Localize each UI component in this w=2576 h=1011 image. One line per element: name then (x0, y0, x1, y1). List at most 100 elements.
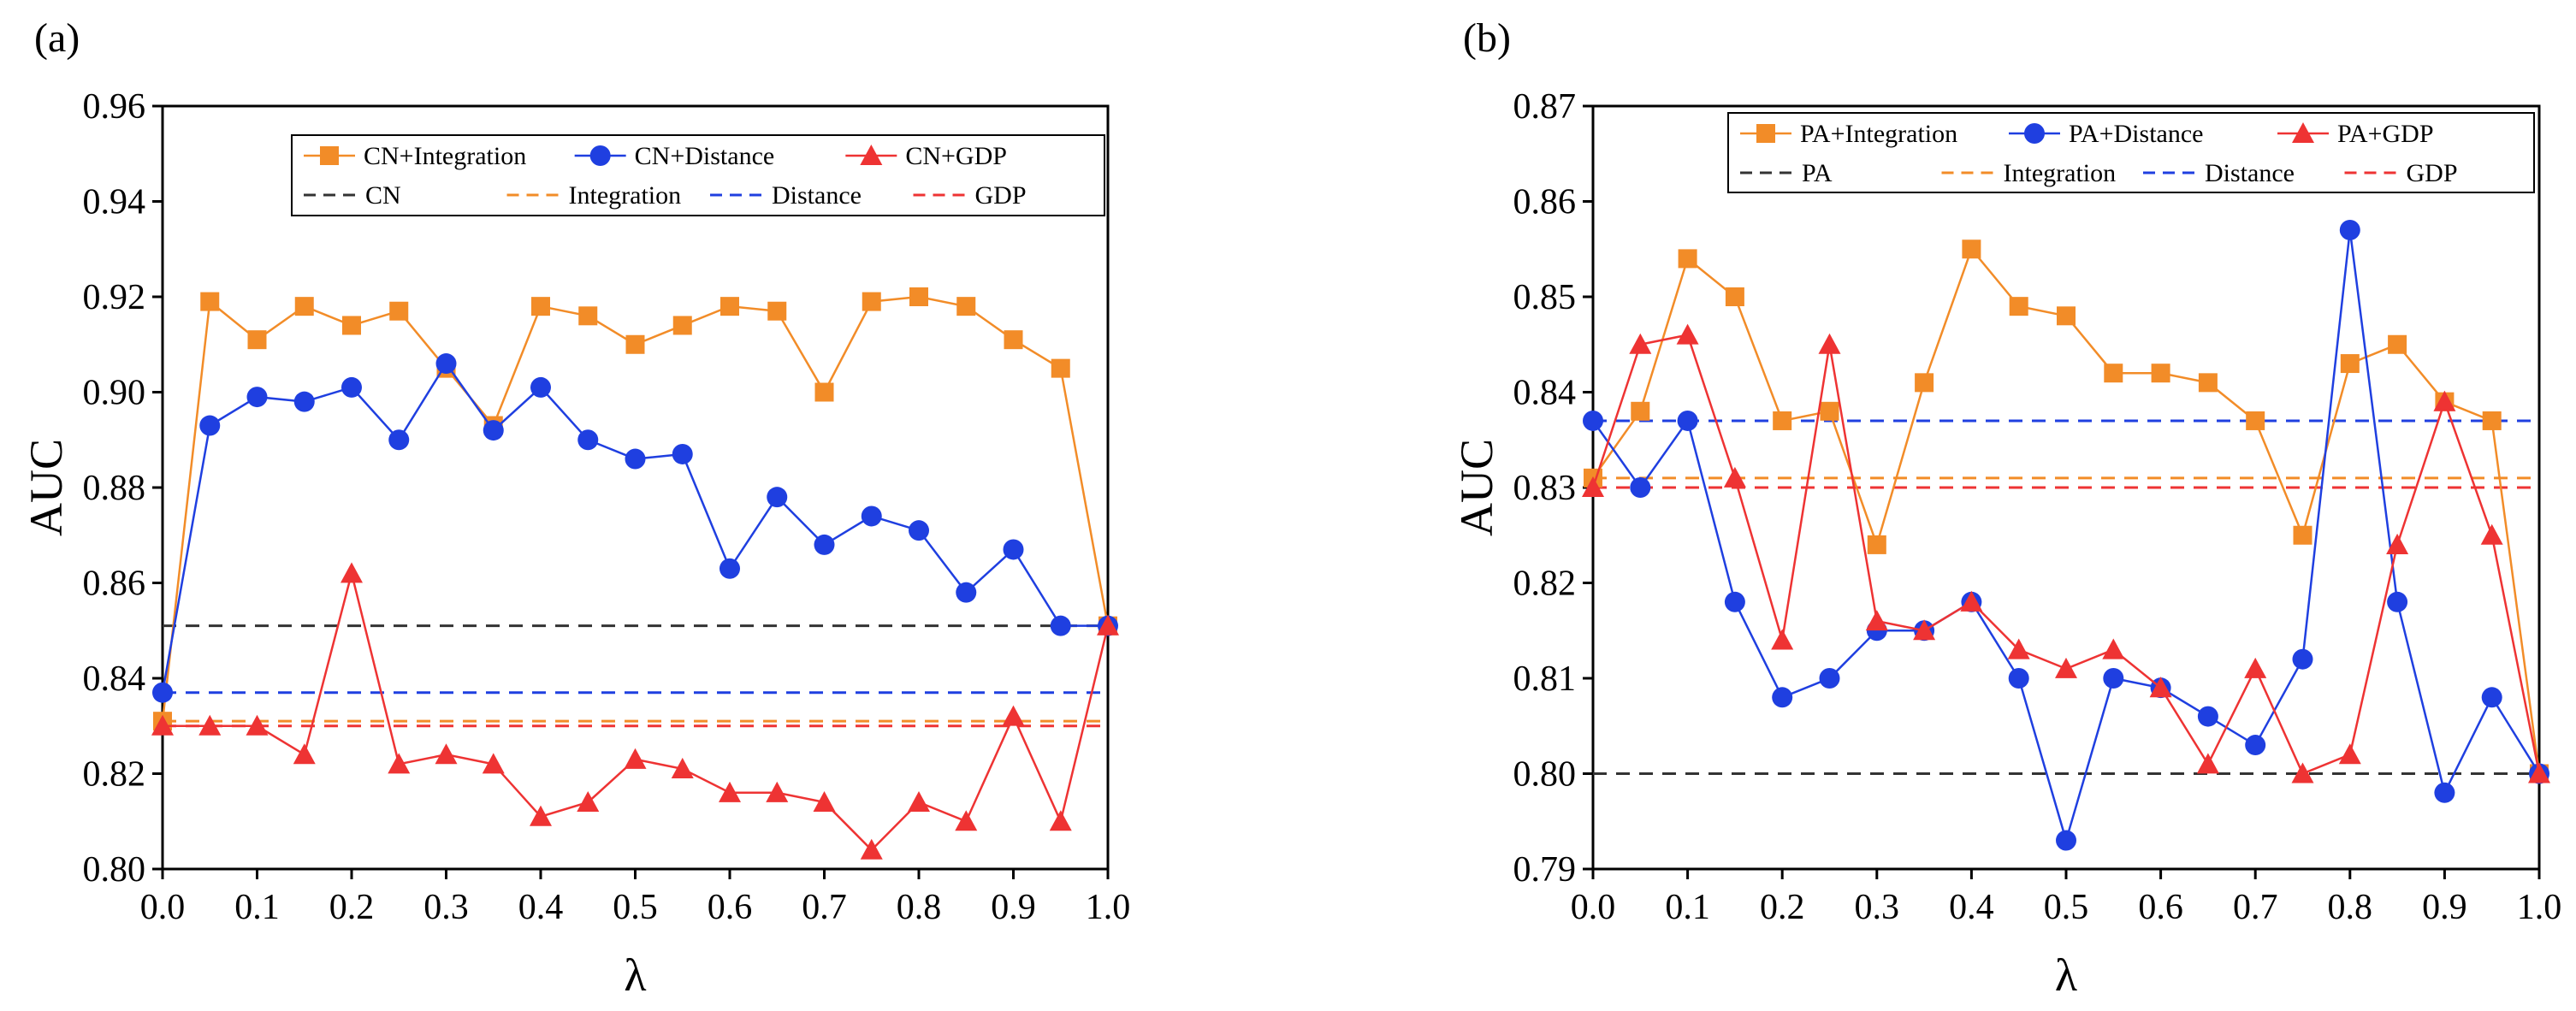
legend-label: Integration (569, 181, 682, 210)
data-point (435, 743, 458, 765)
y-tick-label: 0.86 (1513, 183, 1577, 222)
x-tick-label: 0.2 (1760, 888, 1805, 927)
data-point (2291, 762, 2314, 783)
x-tick-label: 0.0 (140, 888, 186, 927)
data-point (2197, 706, 2218, 727)
data-point (435, 353, 457, 375)
data-point (483, 420, 504, 441)
data-point (1583, 410, 1603, 431)
y-tick-label: 0.90 (83, 374, 146, 413)
data-point (672, 316, 692, 335)
panel-b: (b) 0.79 0.80 0.81 0.82 0.83 0.84 0.85 0.86 0.87 0… (1451, 15, 2561, 1001)
data-point (767, 487, 788, 508)
data-point (908, 790, 930, 812)
x-tick-label: 0.4 (1949, 888, 1994, 927)
data-point (151, 714, 174, 736)
y-tick-label: 0.82 (83, 755, 146, 795)
data-point (2528, 762, 2550, 783)
data-point (1003, 539, 1024, 560)
y-tick-label: 0.79 (1513, 850, 1577, 890)
legend-label: GDP (975, 181, 1027, 210)
x-tick-label: 0.4 (518, 888, 564, 927)
legend-label: GDP (2407, 159, 2458, 187)
series-line-cn-distance (161, 361, 1108, 693)
x-axis-label: λ (2055, 949, 2077, 1001)
data-point (814, 382, 834, 402)
legend: PA+Integration PA+Distance PA+GDP PA Integra… (1727, 112, 2535, 193)
legend-label: Integration (2004, 159, 2117, 187)
legend-label: Distance (2205, 159, 2295, 187)
x-tick-label: 0.1 (234, 888, 280, 927)
data-point (342, 316, 361, 335)
data-point (1723, 466, 1746, 488)
y-tick-label: 0.80 (83, 850, 146, 890)
x-tick-label: 0.7 (802, 888, 847, 927)
data-point (2008, 668, 2029, 689)
panel-a: (a) 0.80 0.82 0.84 0.86 0.88 0.90 0.92 0.94 0.96 0… (21, 15, 1130, 1001)
data-point (1724, 591, 1745, 612)
legend-label: CN+GDP (905, 142, 1007, 170)
data-point (2196, 753, 2219, 774)
y-tick-label: 0.94 (83, 183, 146, 222)
legend-marker (589, 145, 611, 166)
y-tick-label: 0.81 (1513, 659, 1577, 699)
data-point (246, 714, 269, 736)
data-point (862, 292, 881, 311)
data-point (482, 753, 505, 774)
data-point (624, 748, 647, 769)
y-tick-label: 0.96 (83, 87, 146, 127)
data-point (200, 292, 220, 311)
data-point (389, 301, 409, 321)
data-point (1004, 330, 1023, 350)
data-point (1867, 535, 1886, 554)
data-point (1820, 401, 1839, 421)
data-point (2480, 523, 2503, 545)
legend-box (1727, 112, 2535, 193)
data-point (2007, 638, 2030, 659)
data-point (152, 682, 173, 703)
legend-label: PA (1802, 159, 1833, 187)
legend-label: PA+Integration (1800, 120, 1957, 148)
data-point (909, 287, 928, 306)
data-point (2339, 219, 2360, 240)
data-point (531, 297, 550, 316)
y-tick-label: 0.86 (83, 565, 146, 604)
data-point (719, 781, 741, 802)
data-point (1960, 590, 1983, 612)
data-point (2292, 648, 2313, 670)
legend-label: Distance (772, 181, 862, 210)
data-point (577, 790, 600, 812)
data-point (956, 297, 976, 316)
data-point (1819, 668, 1840, 689)
legend-marker (860, 145, 883, 166)
x-axis-label: λ (624, 949, 646, 1001)
data-point (2057, 306, 2076, 326)
data-point (1582, 476, 1604, 498)
data-point (2056, 830, 2076, 851)
data-point (813, 790, 836, 812)
data-point (2104, 364, 2123, 383)
data-point (720, 297, 739, 316)
y-tick-label: 0.87 (1513, 87, 1577, 127)
data-point (1629, 333, 1652, 354)
x-tick-label: 0.5 (2044, 888, 2089, 927)
x-tick-label: 0.1 (1665, 888, 1710, 927)
data-point (2481, 687, 2502, 708)
x-tick-label: 0.3 (423, 888, 469, 927)
y-tick-label: 0.85 (1513, 278, 1577, 317)
legend-marker (320, 146, 339, 165)
data-point (720, 558, 740, 579)
data-point (530, 376, 551, 398)
data-point (2387, 591, 2408, 612)
data-point (2293, 525, 2312, 545)
legend-label: CN+Integration (364, 142, 526, 170)
data-point (672, 443, 693, 464)
data-point (625, 334, 645, 354)
y-axis-label: AUC (21, 439, 72, 536)
y-tick-label: 0.84 (83, 659, 146, 699)
data-point (2102, 638, 2125, 659)
data-point (2244, 657, 2267, 678)
data-point (1915, 373, 1934, 393)
panel-label: (b) (1463, 15, 1511, 61)
data-point (1050, 615, 1071, 636)
